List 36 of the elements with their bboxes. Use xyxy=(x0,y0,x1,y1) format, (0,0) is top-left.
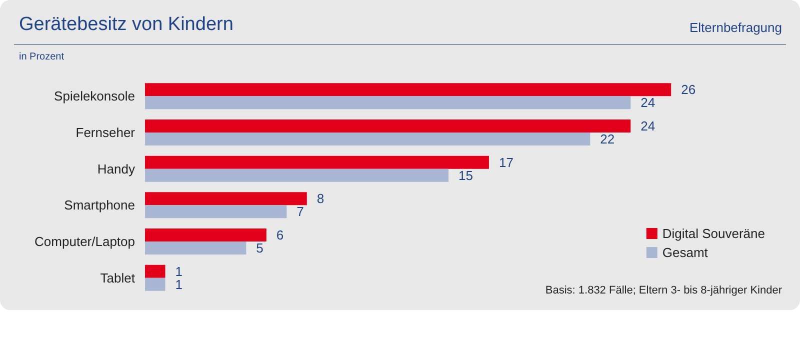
data-label: 8 xyxy=(316,191,324,206)
y-tick-label: Tablet xyxy=(100,270,136,286)
bar xyxy=(145,168,449,182)
text: Elternbefragung xyxy=(689,20,782,35)
annotation: Basis: 1.832 Fälle; Eltern 3- bis 8-jähriger Kinder xyxy=(545,284,782,296)
bar xyxy=(145,96,631,110)
y-tick-label: Computer/Laptop xyxy=(34,234,135,249)
bar xyxy=(145,120,631,132)
legend-label: Digital Souveräne xyxy=(662,226,766,241)
data-label: 5 xyxy=(256,240,264,256)
data-label: 15 xyxy=(458,168,473,183)
y-tick-label: Fernseher xyxy=(76,125,136,140)
y-tick-label: Handy xyxy=(97,161,136,176)
data-label: 7 xyxy=(296,204,304,220)
bar xyxy=(145,192,307,206)
y-tick-label: Spielekonsole xyxy=(54,88,135,104)
data-label: 26 xyxy=(681,82,696,98)
data-label: 24 xyxy=(640,118,656,134)
bar xyxy=(145,228,266,242)
data-label: 6 xyxy=(276,228,284,242)
bar xyxy=(145,205,287,218)
chart-title: Gerätebesitz von Kindern xyxy=(19,14,234,35)
data-label: 22 xyxy=(600,132,615,146)
bar xyxy=(145,264,166,278)
bar xyxy=(145,83,672,96)
data-label: 1 xyxy=(175,264,182,279)
bar xyxy=(145,132,590,146)
data-label: 17 xyxy=(498,154,514,170)
data-label: 24 xyxy=(640,95,656,110)
bar xyxy=(145,242,246,254)
bar xyxy=(145,156,489,169)
text: in Prozent xyxy=(19,52,64,62)
legend-label: Gesamt xyxy=(662,245,708,260)
y-tick-label: Smartphone xyxy=(64,198,135,213)
bar xyxy=(145,278,166,291)
data-label: 1 xyxy=(175,276,182,292)
